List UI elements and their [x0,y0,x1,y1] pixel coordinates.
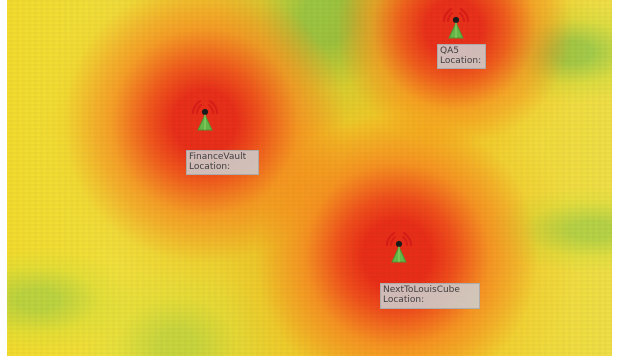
tower-label-qa5: QA5 Location: [437,44,486,69]
tower-name: QA5 [440,46,459,56]
wifi-tower-icon[interactable] [424,0,488,64]
tower-name: NextToLouisCube [383,285,460,295]
tower-location-label: Location: [440,56,482,66]
tower-location-label: Location: [189,162,231,172]
signal-heatmap: QA5 Location: FinanceVault Location: [7,0,612,356]
wifi-tower-icon[interactable] [367,224,431,288]
tower-name: FinanceVault [189,152,247,162]
wifi-tower-icon[interactable] [173,92,237,156]
tower-label-nexttolouiscube: NextToLouisCube Location: [380,283,480,309]
tower-label-financevault: FinanceVault Location: [186,150,259,175]
tower-location-label: Location: [383,295,425,305]
